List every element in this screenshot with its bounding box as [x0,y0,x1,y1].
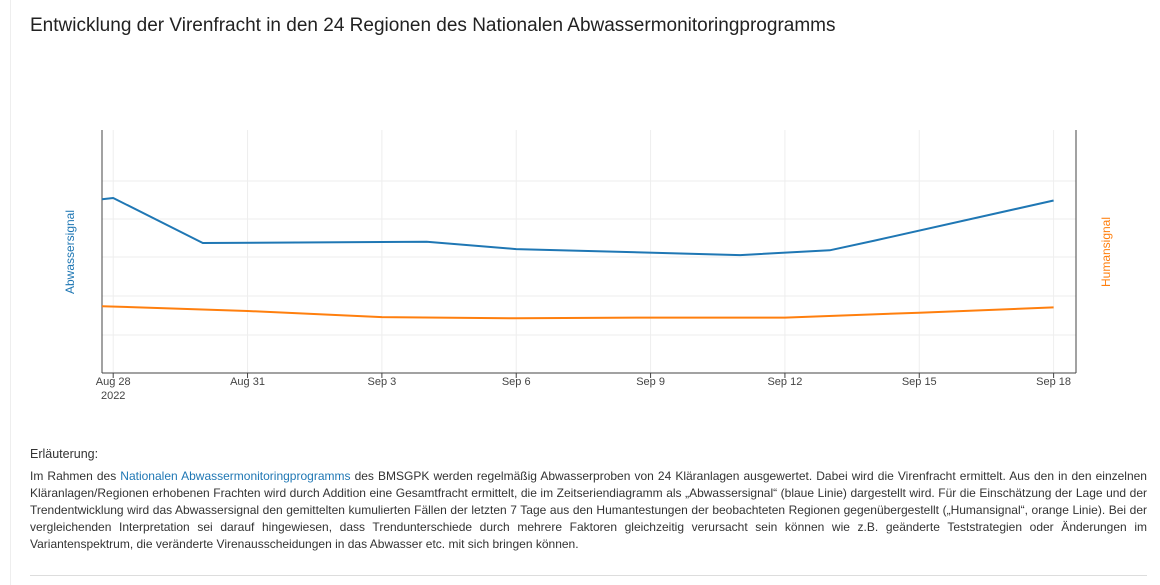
x-tick-sublabel: 2022 [101,390,125,402]
abwassermonitoring-link[interactable]: Nationalen Abwassermonitoringprogramms [120,469,351,483]
page-frame-border [10,0,11,585]
x-axis-ticks: Aug 28 2022 Aug 31 Sep 3 Sep 6 Sep 9 Sep 12 Sep… [96,373,1071,402]
x-tick-label: Sep 12 [767,376,802,388]
series-lines[interactable] [101,197,1054,320]
bottom-divider [30,575,1147,576]
explanation-text: Im Rahmen des Nationalen Abwassermonitor… [30,468,1147,553]
line-chart[interactable]: Aug 28 2022 Aug 31 Sep 3 Sep 6 Sep 9 Sep 12 Sep… [0,0,1160,440]
chart-title: Entwicklung der Virenfracht in den 24 Re… [30,15,836,36]
x-tick-label: Sep 9 [636,376,665,388]
y-axis-left-label: Abwassersignal [63,210,77,294]
explanation-text-before: Im Rahmen des [30,469,121,483]
x-tick-label: Sep 18 [1036,376,1071,388]
grid-lines [102,130,1076,373]
series-line-abwassersignal[interactable] [101,197,1054,257]
x-tick-label: Sep 6 [502,376,531,388]
axes [101,130,1077,374]
y-axis-right-label: Humansignal [1099,217,1113,287]
x-tick-label: Aug 28 [96,376,131,388]
x-tick-label: Aug 31 [230,376,265,388]
series-line-humansignal[interactable] [101,305,1054,320]
x-tick-label: Sep 3 [368,376,397,388]
explanation-heading: Erläuterung: [30,447,99,461]
x-tick-label: Sep 15 [902,376,937,388]
explanation-text-after: des BMSGPK werden regelmäßig Abwasserpro… [30,469,1147,551]
